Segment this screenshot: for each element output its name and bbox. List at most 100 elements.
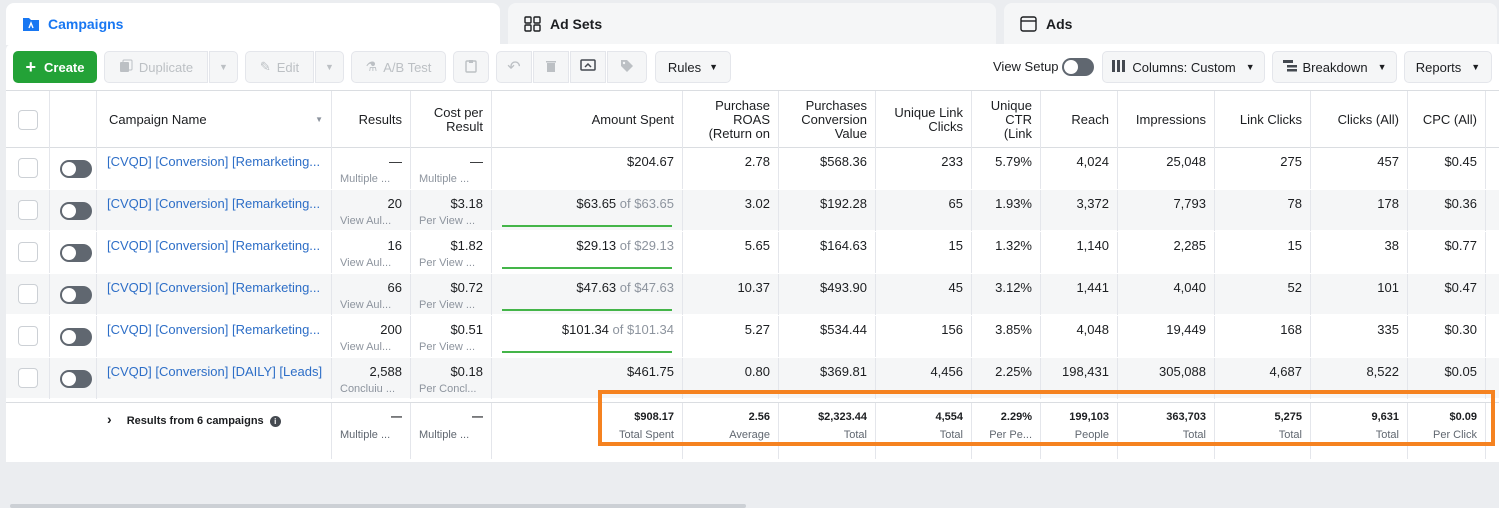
campaign-status-toggle[interactable] [60, 328, 92, 346]
caret-down-icon: ▼ [325, 62, 334, 72]
campaign-name-cell: [CVQD] [Conversion] [Remarketing... [97, 232, 332, 273]
horizontal-scrollbar[interactable] [10, 504, 746, 508]
tab-campaigns[interactable]: Campaigns [6, 3, 500, 45]
results-cell: — Multiple ... [332, 148, 411, 189]
table-row[interactable]: [CVQD] [Conversion] [Remarketing... — Mult… [6, 148, 1499, 189]
table-row[interactable]: [CVQD] [Conversion] [Remarketing... 200 Vi… [6, 316, 1499, 357]
impr-value: 19,449 [1166, 322, 1206, 337]
amount-spent-value: $461.75 [627, 364, 674, 379]
row-checkbox[interactable] [18, 326, 38, 346]
header-pcv-label: Purchases Conversion Value [801, 97, 867, 141]
tag-icon [620, 59, 634, 76]
table-row[interactable]: [CVQD] [Conversion] [Remarketing... 20 Vie… [6, 190, 1499, 231]
undo-icon: ↶ [507, 59, 521, 76]
cpr-cell: $0.72 Per View ... [411, 274, 492, 315]
caret-down-icon: ▼ [1471, 62, 1481, 72]
pcv-value: $164.63 [820, 238, 867, 253]
header-link-clicks[interactable]: Link Clicks [1215, 91, 1311, 148]
rules-button[interactable]: Rules ▼ [655, 51, 731, 83]
table-row[interactable]: [CVQD] [Conversion] [DAILY] [Leads] 2,588… [6, 358, 1499, 399]
clicks-cell: 8,522 [1311, 358, 1408, 399]
campaign-status-toggle[interactable] [60, 244, 92, 262]
uctr-value: 1.32% [995, 238, 1032, 253]
campaign-name-link[interactable]: [CVQD] [Conversion] [Remarketing... [107, 154, 321, 169]
reports-button[interactable]: Reports ▼ [1404, 51, 1492, 83]
table-footer-summary: › Results from 6 campaigns i — Multiple .… [6, 402, 1499, 459]
header-cpc-all[interactable]: CPC (All) [1408, 91, 1486, 148]
header-cost-per-result[interactable]: Cost per Result [411, 91, 492, 148]
lc-cell: 4,687 [1215, 358, 1311, 399]
tab-adsets[interactable]: Ad Sets [508, 3, 996, 45]
campaign-name-link[interactable]: [CVQD] [Conversion] [Remarketing... [107, 322, 321, 337]
results-cell: 2,588 Concluiu ... [332, 358, 411, 399]
header-impressions[interactable]: Impressions [1118, 91, 1215, 148]
create-button[interactable]: + Create [13, 51, 97, 83]
row-checkbox[interactable] [18, 242, 38, 262]
campaign-name-link[interactable]: [CVQD] [Conversion] [Remarketing... [107, 280, 321, 295]
campaign-name-link[interactable]: [CVQD] [Conversion] [DAILY] [Leads] [107, 364, 323, 379]
reach-cell: 3,372 [1041, 190, 1118, 231]
impr-cell: 7,793 [1118, 190, 1215, 231]
preview-button[interactable] [570, 51, 606, 83]
table-row[interactable]: [CVQD] [Conversion] [Remarketing... 16 Vie… [6, 232, 1499, 273]
header-reach[interactable]: Reach [1041, 91, 1118, 148]
header-purchase-roas[interactable]: Purchase ROAS (Return on [683, 91, 779, 148]
header-unique-ctr[interactable]: Unique CTR (Link [972, 91, 1041, 148]
results-cell: 20 View Aul... [332, 190, 411, 231]
duplicate-dropdown-button[interactable]: ▼ [209, 51, 238, 83]
create-label: Create [44, 59, 85, 75]
pcv-value: $192.28 [820, 196, 867, 211]
row-checkbox[interactable] [18, 158, 38, 178]
pcv-value: $369.81 [820, 364, 867, 379]
roas-value: 2.78 [744, 154, 770, 169]
header-ulc-label: Unique Link Clicks [894, 104, 963, 134]
header-purchases-conversion-value[interactable]: Purchases Conversion Value [779, 91, 876, 148]
row-checkbox[interactable] [18, 368, 38, 388]
campaign-name-link[interactable]: [CVQD] [Conversion] [Remarketing... [107, 238, 321, 253]
header-unique-link-clicks[interactable]: Unique Link Clicks [876, 91, 972, 148]
caret-down-icon: ▼ [1245, 62, 1255, 72]
pcv-cell: $192.28 [779, 190, 876, 231]
table-row[interactable]: [CVQD] [Conversion] [Remarketing... 66 Vie… [6, 274, 1499, 315]
amount-spent-value: $101.34 [561, 322, 609, 337]
campaign-status-toggle[interactable] [60, 160, 92, 178]
tab-bar: Campaigns Ad Sets Ads [0, 0, 1499, 46]
delete-button[interactable] [533, 51, 569, 83]
clipboard-button[interactable] [453, 51, 489, 83]
view-setup-toggle[interactable] [1062, 58, 1094, 76]
columns-button[interactable]: Columns: Custom ▼ [1102, 51, 1265, 83]
clicks-value: 101 [1377, 280, 1399, 295]
header-campaign-name[interactable]: Campaign Name ▼ [97, 91, 332, 148]
info-icon[interactable]: i [269, 416, 281, 427]
footer-roas-sub: Average [729, 429, 770, 441]
roas-value: 10.37 [737, 280, 770, 295]
rules-label: Rules [667, 59, 702, 75]
amount-spent-value: $63.65 [576, 196, 617, 211]
footer-cpr: — Multiple ... [411, 403, 492, 459]
header-results[interactable]: Results [332, 91, 411, 148]
campaign-name-link[interactable]: [CVQD] [Conversion] [Remarketing... [107, 196, 321, 211]
header-amount-spent[interactable]: Amount Spent [492, 91, 683, 148]
row-checkbox[interactable] [18, 200, 38, 220]
row-checkbox[interactable] [18, 284, 38, 304]
tag-button[interactable] [607, 51, 647, 83]
edit-dropdown-button[interactable]: ▼ [315, 51, 344, 83]
edit-button[interactable]: ✎ Edit [245, 51, 314, 83]
caret-down-icon: ▼ [219, 62, 228, 72]
campaign-status-toggle[interactable] [60, 202, 92, 220]
campaign-status-toggle[interactable] [60, 370, 92, 388]
header-clicks-all[interactable]: Clicks (All) [1311, 91, 1408, 148]
clicks-value: 457 [1377, 154, 1399, 169]
undo-button[interactable]: ↶ [496, 51, 532, 83]
row-select-cell [6, 274, 50, 315]
expand-chevron-icon[interactable]: › [107, 411, 112, 427]
ab-test-button[interactable]: ⚗ A/B Test [351, 51, 446, 83]
breakdown-button[interactable]: Breakdown ▼ [1272, 51, 1397, 83]
duplicate-button[interactable]: Duplicate [104, 51, 208, 83]
lc-cell: 168 [1215, 316, 1311, 357]
campaign-status-toggle[interactable] [60, 286, 92, 304]
footer-label-cell: › Results from 6 campaigns i [97, 403, 332, 459]
cpc-value: $0.47 [1444, 280, 1477, 295]
tab-ads[interactable]: Ads [1004, 3, 1497, 45]
select-all-checkbox[interactable] [17, 109, 38, 130]
